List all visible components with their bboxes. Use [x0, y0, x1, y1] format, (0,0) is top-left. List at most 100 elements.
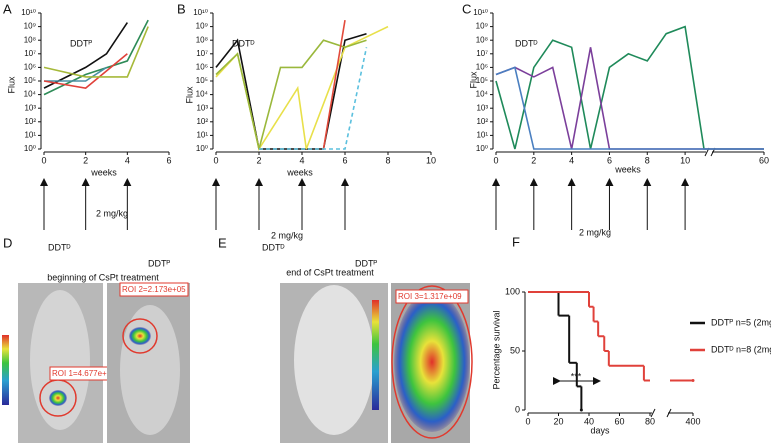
dose-label: 2 mg/kg — [271, 230, 303, 240]
panel-e: E DDTᴰ DDTᴾ end of CsPt treatment ROI 3=… — [218, 235, 473, 443]
x-tick-label: 2 — [83, 155, 88, 165]
signal — [394, 292, 470, 432]
y-tick-label: 10² — [476, 117, 488, 126]
panel-letter: E — [218, 235, 227, 250]
y-tick-label: 10⁸ — [196, 35, 208, 44]
y-tick-label: 10⁵ — [24, 76, 36, 85]
y-tick-label: 10⁰ — [24, 144, 36, 153]
x-tick-label: 4 — [569, 155, 574, 165]
x-tick-label: 8 — [385, 155, 390, 165]
y-tick-label: 10¹⁰ — [21, 8, 36, 17]
series-line — [495, 66, 764, 150]
panel-d: D DDTᴰ DDTᴾ beginning of CsPt treatment … — [2, 235, 190, 443]
roi-box — [119, 282, 189, 297]
panel-letter: F — [512, 234, 520, 249]
y-tick-label: 10⁴ — [476, 90, 489, 99]
y-tick-label: 10⁷ — [24, 49, 36, 58]
x-tick-label: 6 — [166, 155, 171, 165]
survival-end — [691, 379, 695, 382]
series-line — [322, 19, 346, 150]
y-tick-label: 10⁹ — [24, 22, 36, 31]
y-tick-label: 10¹⁰ — [193, 8, 208, 17]
x-tick-label: 10 — [680, 155, 690, 165]
x-tick-label: 4 — [299, 155, 304, 165]
annotation: DDTᴰ — [232, 38, 255, 48]
image-label: DDTᴾ — [355, 258, 377, 268]
y-tick-label: 10⁹ — [476, 22, 488, 31]
x-tick-label: 0 — [213, 155, 218, 165]
legend-label: DDTᴰ n=8 (2mg/kg CsPt) — [711, 344, 771, 354]
x-tick-label: 0 — [493, 155, 498, 165]
y-tick-label: 10⁷ — [476, 49, 488, 58]
series-line — [495, 47, 764, 150]
y-tick-label: 10⁶ — [24, 63, 36, 72]
y-tick-label: 10² — [196, 117, 208, 126]
y-tick-label: 10⁹ — [196, 22, 208, 31]
panel-letter: C — [462, 1, 471, 16]
y-axis-label: Flux — [6, 76, 16, 94]
image-label: DDTᴰ — [48, 242, 71, 252]
y-tick-label: 10⁵ — [196, 76, 208, 85]
dose-label: 2 mg/kg — [96, 208, 128, 218]
series-line — [44, 66, 107, 82]
series-line — [43, 53, 128, 89]
color-scale — [372, 300, 379, 410]
x-tick-label: 6 — [342, 155, 347, 165]
x-tick-label: 0 — [525, 416, 530, 426]
x-tick-label: 40 — [584, 416, 594, 426]
y-tick-label: 10² — [24, 117, 36, 126]
x-tick-label: 60 — [759, 155, 769, 165]
roi-label: ROI 1=4.677e+05 — [52, 369, 116, 378]
annotation: DDTᴾ — [70, 38, 92, 48]
x-axis-label: weeks — [90, 167, 117, 177]
x-axis-label: days — [590, 425, 610, 435]
y-tick-label: 50 — [510, 345, 520, 355]
y-tick-label: 10¹ — [196, 131, 208, 140]
legend-label: DDTᴾ n=5 (2mg/kg CsPt) — [711, 317, 771, 327]
x-axis-label: weeks — [286, 167, 313, 177]
image-label: DDTᴾ — [148, 258, 170, 268]
image-label: DDTᴰ — [262, 242, 285, 252]
dose-label: 2 mg/kg — [579, 227, 611, 237]
y-tick-label: 10⁴ — [196, 90, 209, 99]
y-tick-label: 10⁶ — [196, 63, 208, 72]
y-axis-label: Percentage survival — [491, 310, 501, 389]
y-axis-label: Flux — [468, 71, 478, 89]
roi-circle — [122, 318, 158, 354]
color-scale — [2, 335, 9, 405]
roi-label: ROI 3=1.317e+09 — [398, 292, 462, 301]
series-line — [215, 32, 367, 150]
series-line — [495, 25, 764, 150]
y-tick-label: 10⁵ — [476, 76, 488, 85]
y-tick-label: 10¹⁰ — [473, 8, 488, 17]
x-axis-label: weeks — [614, 164, 641, 174]
y-tick-label: 10⁸ — [476, 35, 488, 44]
x-tick-label: 10 — [426, 155, 436, 165]
y-tick-label: 10⁶ — [476, 63, 488, 72]
y-tick-label: 10¹ — [24, 131, 36, 140]
mouse-body — [120, 305, 180, 435]
mouse-body — [294, 285, 374, 435]
axis-break — [666, 408, 672, 418]
y-tick-label: 0 — [515, 404, 520, 414]
y-tick-label: 10⁰ — [476, 144, 488, 153]
x-tick-label: 0 — [41, 155, 46, 165]
series-line — [43, 22, 128, 89]
signal — [49, 390, 67, 406]
y-tick-label: 10¹ — [476, 131, 488, 140]
roi-box — [395, 289, 469, 304]
y-tick-label: 10⁰ — [196, 144, 208, 153]
x-tick-label: 4 — [125, 155, 130, 165]
y-tick-label: 10³ — [476, 103, 488, 112]
x-tick-label: 8 — [645, 155, 650, 165]
x-tick-label: 60 — [614, 416, 624, 426]
x-tick-label: 400 — [685, 416, 700, 426]
y-tick-label: 10⁸ — [24, 35, 36, 44]
axis-break — [650, 408, 656, 418]
signal — [129, 327, 151, 345]
x-tick-label: 20 — [553, 416, 563, 426]
y-tick-label: 10⁷ — [196, 49, 208, 58]
panel-letter: A — [3, 1, 12, 16]
y-axis-label: Flux — [184, 86, 194, 104]
